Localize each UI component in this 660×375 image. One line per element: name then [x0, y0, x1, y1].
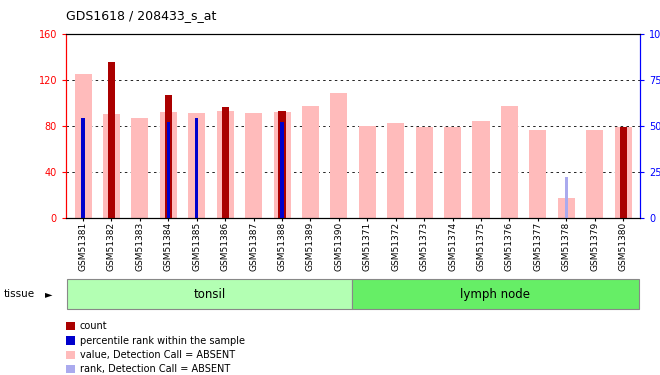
Bar — [103, 114, 120, 218]
Bar — [245, 113, 262, 218]
Bar — [165, 94, 172, 218]
Bar — [75, 74, 92, 217]
Bar — [620, 127, 627, 218]
Bar — [387, 123, 405, 218]
Text: tonsil: tonsil — [193, 288, 226, 301]
Bar — [67, 279, 352, 309]
Bar — [216, 111, 234, 218]
Bar — [416, 127, 433, 218]
Bar — [529, 130, 546, 218]
Bar — [81, 118, 84, 218]
Bar — [302, 106, 319, 218]
Bar — [501, 106, 518, 218]
Bar — [273, 112, 290, 218]
Bar — [331, 93, 347, 218]
Bar — [131, 118, 148, 218]
Text: GDS1618 / 208433_s_at: GDS1618 / 208433_s_at — [66, 9, 216, 22]
Bar — [195, 118, 199, 218]
Bar — [614, 127, 632, 218]
Text: count: count — [80, 321, 108, 331]
Text: rank, Detection Call = ABSENT: rank, Detection Call = ABSENT — [80, 364, 230, 374]
Bar — [586, 130, 603, 218]
Text: ►: ► — [45, 290, 52, 299]
Bar — [108, 63, 115, 217]
Bar — [564, 177, 568, 218]
Bar — [166, 122, 170, 218]
Bar — [279, 111, 286, 218]
Bar — [160, 112, 177, 218]
Text: percentile rank within the sample: percentile rank within the sample — [80, 336, 245, 345]
Bar — [188, 113, 205, 218]
Bar — [280, 122, 284, 218]
Bar — [558, 198, 575, 217]
Bar — [359, 126, 376, 218]
Text: value, Detection Call = ABSENT: value, Detection Call = ABSENT — [80, 350, 235, 360]
Bar — [222, 107, 229, 218]
Bar — [444, 127, 461, 218]
Bar — [473, 121, 490, 218]
Text: lymph node: lymph node — [460, 288, 530, 301]
Text: tissue: tissue — [3, 290, 34, 299]
Bar — [352, 279, 639, 309]
